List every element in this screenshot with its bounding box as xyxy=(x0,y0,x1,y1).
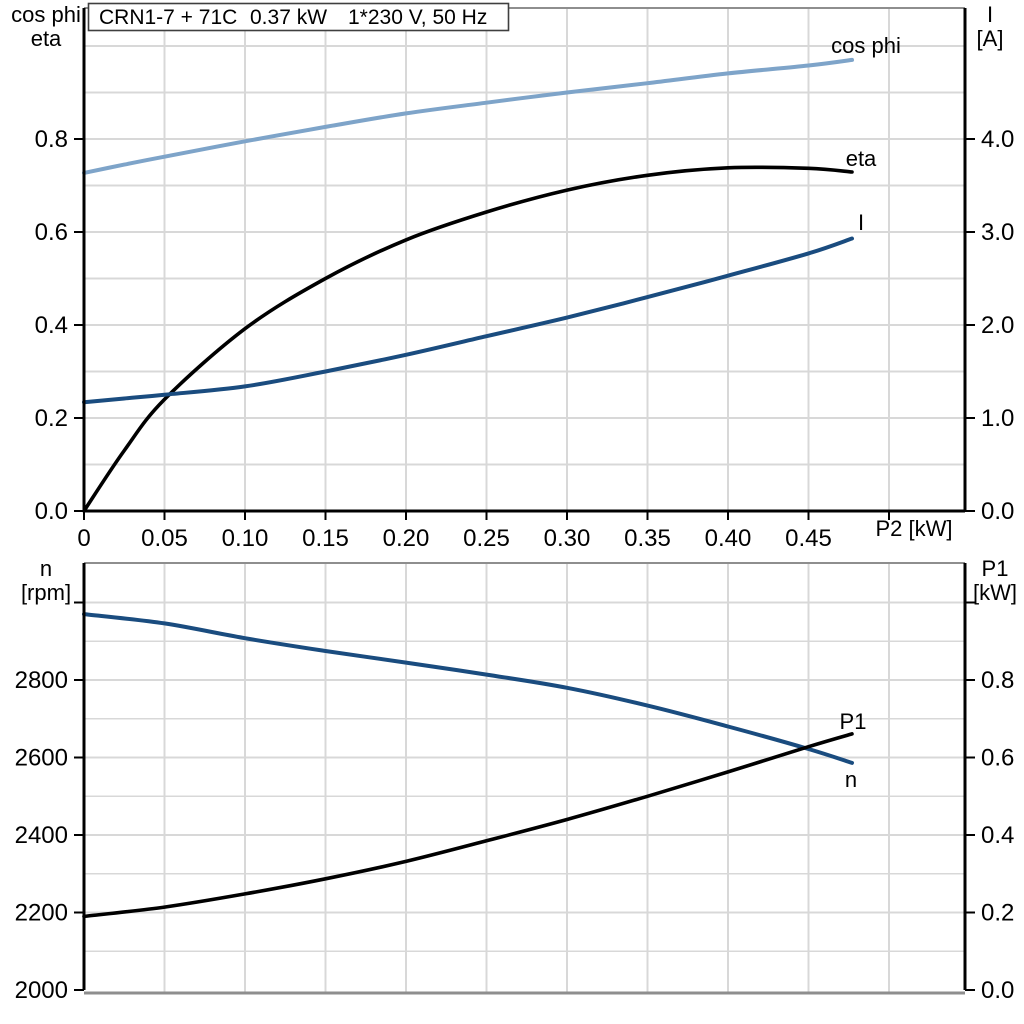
right-tick-label: 1.0 xyxy=(981,405,1014,432)
title-box-background xyxy=(88,3,509,31)
curve-label-n: n xyxy=(845,767,857,792)
x-tick-label: 0 xyxy=(77,525,90,552)
curve-label-cos-phi: cos phi xyxy=(831,33,901,58)
curve-label-eta: eta xyxy=(846,146,877,171)
right-tick-label: 0.0 xyxy=(981,977,1014,1004)
ticks-layer: 2000 2200 2400 2600 2800 0.0 0.2 0.4 0.6 0.8 xyxy=(15,601,1014,1004)
right-tick-label: 0.4 xyxy=(981,822,1014,849)
bottom-chart: 2000 2200 2400 2600 2800 0.0 0.2 0.4 0.6 0.8 xyxy=(15,561,1014,1004)
top-right-axis-title-line2: [A] xyxy=(977,26,1004,51)
x-tick-label: 0.10 xyxy=(222,525,269,552)
curve-n xyxy=(82,612,854,765)
left-tick-label: 2200 xyxy=(15,900,68,927)
x-tick-label: 0.05 xyxy=(141,525,188,552)
left-tick-label: 0.2 xyxy=(35,405,68,432)
curves-layer xyxy=(82,612,854,919)
frame-layer xyxy=(84,561,965,995)
curve-eta xyxy=(82,165,854,513)
ticks-layer: 0.0 0.2 0.4 0.6 0.8 0.0 1.0 2.0 3.0 4.0 0 0.05 0.10 0… xyxy=(35,126,1015,552)
x-tick-label: 0.15 xyxy=(302,525,349,552)
x-tick-label: 0.25 xyxy=(463,525,510,552)
bottom-right-axis-title-line2: [kW] xyxy=(973,580,1017,605)
chart-title-box: CRN1-7 + 71C 0.37 kW 1*230 V, 50 Hz xyxy=(87,2,510,32)
right-tick-label: 3.0 xyxy=(981,219,1014,246)
curve-label-current: I xyxy=(858,210,864,235)
curves-layer xyxy=(82,57,854,513)
curve-i xyxy=(82,236,854,405)
left-tick-label: 2000 xyxy=(15,977,68,1004)
bottom-right-axis-title-line1: P1 xyxy=(982,556,1009,581)
x-tick-label: 0.45 xyxy=(785,525,832,552)
right-tick-label: 0.8 xyxy=(981,667,1014,694)
top-right-axis-title-line1: I xyxy=(987,2,993,27)
title-power-rating: 0.37 kW xyxy=(250,6,327,29)
title-voltage-frequency: 1*230 V, 50 Hz xyxy=(348,6,487,29)
top-chart: 0.0 0.2 0.4 0.6 0.8 0.0 1.0 2.0 3.0 4.0 0 0.05 0.10 0… xyxy=(35,6,1015,552)
right-tick-label: 0.2 xyxy=(981,900,1014,927)
grid-layer xyxy=(84,563,965,993)
axes-layer xyxy=(82,8,967,513)
left-tick-label: 0.0 xyxy=(35,498,68,525)
title-box-border xyxy=(87,2,510,32)
grid-layer xyxy=(84,8,965,511)
curve-cos-phi xyxy=(82,57,854,175)
curve-label-p1: P1 xyxy=(840,709,867,734)
x-tick-label: 0.30 xyxy=(544,525,591,552)
title-pump-model: CRN1-7 + 71C xyxy=(99,6,237,29)
top-left-axis-title-line2: eta xyxy=(31,26,62,51)
left-tick-label: 2400 xyxy=(15,822,68,849)
bottom-left-axis-title-line1: n xyxy=(40,556,52,581)
left-tick-label: 0.8 xyxy=(35,126,68,153)
top-left-axis-title-line1: cos phi xyxy=(11,2,81,27)
left-tick-label: 2800 xyxy=(15,667,68,694)
x-tick-label: 0.35 xyxy=(624,525,671,552)
right-tick-label: 4.0 xyxy=(981,126,1014,153)
axes-layer xyxy=(82,563,967,990)
left-tick-label: 2600 xyxy=(15,745,68,772)
left-tick-label: 0.6 xyxy=(35,219,68,246)
right-tick-label: 0.0 xyxy=(981,498,1014,525)
x-tick-label: 0.40 xyxy=(705,525,752,552)
x-tick-label: 0.20 xyxy=(383,525,430,552)
bottom-left-axis-title-line2: [rpm] xyxy=(21,580,71,605)
right-tick-label: 0.6 xyxy=(981,745,1014,772)
x-axis-unit-label: P2 [kW] xyxy=(875,516,952,541)
right-tick-label: 2.0 xyxy=(981,312,1014,339)
curve-p1 xyxy=(82,732,854,919)
left-tick-label: 0.4 xyxy=(35,312,68,339)
